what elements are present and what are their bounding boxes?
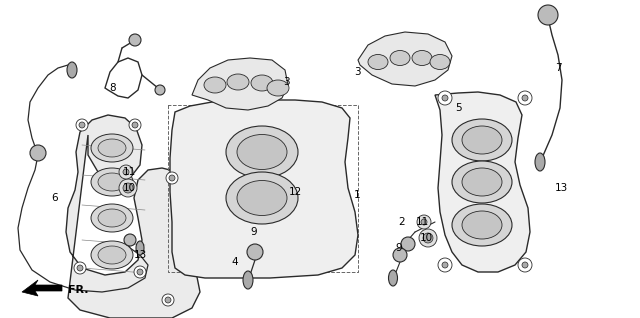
Circle shape bbox=[129, 34, 141, 46]
Polygon shape bbox=[192, 58, 288, 110]
Circle shape bbox=[522, 262, 528, 268]
Circle shape bbox=[442, 95, 448, 101]
Ellipse shape bbox=[368, 54, 388, 70]
Ellipse shape bbox=[237, 181, 287, 216]
Text: 4: 4 bbox=[232, 257, 238, 267]
Circle shape bbox=[401, 237, 415, 251]
Circle shape bbox=[123, 183, 133, 193]
Ellipse shape bbox=[98, 246, 126, 264]
Ellipse shape bbox=[462, 211, 502, 239]
Ellipse shape bbox=[98, 173, 126, 191]
Ellipse shape bbox=[535, 153, 545, 171]
Ellipse shape bbox=[251, 75, 273, 91]
Ellipse shape bbox=[98, 139, 126, 157]
Circle shape bbox=[419, 229, 437, 247]
Circle shape bbox=[124, 234, 136, 246]
Text: 9: 9 bbox=[251, 227, 257, 237]
Circle shape bbox=[518, 91, 532, 105]
Ellipse shape bbox=[452, 204, 512, 246]
Circle shape bbox=[538, 5, 558, 25]
Circle shape bbox=[423, 233, 433, 243]
Circle shape bbox=[393, 248, 407, 262]
Ellipse shape bbox=[267, 80, 289, 96]
Circle shape bbox=[123, 169, 129, 175]
Circle shape bbox=[417, 215, 431, 229]
Text: 13: 13 bbox=[133, 250, 147, 260]
Circle shape bbox=[129, 119, 141, 131]
Text: 1: 1 bbox=[354, 190, 360, 200]
Circle shape bbox=[30, 145, 46, 161]
Ellipse shape bbox=[430, 54, 450, 70]
Ellipse shape bbox=[412, 51, 432, 66]
Ellipse shape bbox=[243, 271, 253, 289]
Circle shape bbox=[169, 175, 175, 181]
Text: 2: 2 bbox=[399, 217, 405, 227]
Text: 8: 8 bbox=[109, 83, 116, 93]
Circle shape bbox=[74, 262, 86, 274]
Circle shape bbox=[77, 265, 83, 271]
Circle shape bbox=[79, 122, 85, 128]
Text: 9: 9 bbox=[396, 243, 403, 253]
Circle shape bbox=[162, 294, 174, 306]
Text: 3: 3 bbox=[283, 77, 289, 87]
Circle shape bbox=[442, 262, 448, 268]
Ellipse shape bbox=[237, 135, 287, 169]
Ellipse shape bbox=[462, 168, 502, 196]
Text: 11: 11 bbox=[415, 217, 429, 227]
Circle shape bbox=[119, 179, 137, 197]
Circle shape bbox=[247, 244, 263, 260]
Circle shape bbox=[155, 85, 165, 95]
Polygon shape bbox=[358, 32, 452, 86]
Circle shape bbox=[137, 269, 143, 275]
Circle shape bbox=[132, 122, 138, 128]
Circle shape bbox=[421, 219, 427, 225]
Circle shape bbox=[119, 165, 133, 179]
Ellipse shape bbox=[452, 161, 512, 203]
Ellipse shape bbox=[91, 134, 133, 162]
Polygon shape bbox=[66, 115, 200, 318]
Text: 10: 10 bbox=[419, 233, 433, 243]
Text: FR.: FR. bbox=[68, 285, 88, 295]
Ellipse shape bbox=[390, 51, 410, 66]
Circle shape bbox=[438, 258, 452, 272]
Ellipse shape bbox=[204, 77, 226, 93]
Circle shape bbox=[166, 172, 178, 184]
Circle shape bbox=[518, 258, 532, 272]
Ellipse shape bbox=[462, 126, 502, 154]
Text: 6: 6 bbox=[52, 193, 58, 203]
Ellipse shape bbox=[136, 241, 144, 255]
Text: 11: 11 bbox=[122, 167, 136, 177]
Ellipse shape bbox=[67, 62, 77, 78]
Text: 12: 12 bbox=[289, 187, 301, 197]
Circle shape bbox=[522, 95, 528, 101]
Polygon shape bbox=[22, 280, 62, 296]
Text: 5: 5 bbox=[456, 103, 462, 113]
Text: 10: 10 bbox=[122, 183, 136, 193]
Circle shape bbox=[76, 119, 88, 131]
Ellipse shape bbox=[452, 119, 512, 161]
Ellipse shape bbox=[226, 126, 298, 178]
Polygon shape bbox=[170, 100, 358, 278]
Ellipse shape bbox=[91, 168, 133, 196]
Ellipse shape bbox=[227, 74, 249, 90]
Ellipse shape bbox=[91, 204, 133, 232]
Ellipse shape bbox=[226, 172, 298, 224]
Text: 7: 7 bbox=[555, 63, 561, 73]
Circle shape bbox=[438, 91, 452, 105]
Ellipse shape bbox=[98, 209, 126, 227]
Text: 3: 3 bbox=[354, 67, 360, 77]
Ellipse shape bbox=[91, 241, 133, 269]
Circle shape bbox=[134, 266, 146, 278]
Text: 13: 13 bbox=[554, 183, 568, 193]
Ellipse shape bbox=[388, 270, 397, 286]
Polygon shape bbox=[435, 92, 530, 272]
Circle shape bbox=[165, 297, 171, 303]
